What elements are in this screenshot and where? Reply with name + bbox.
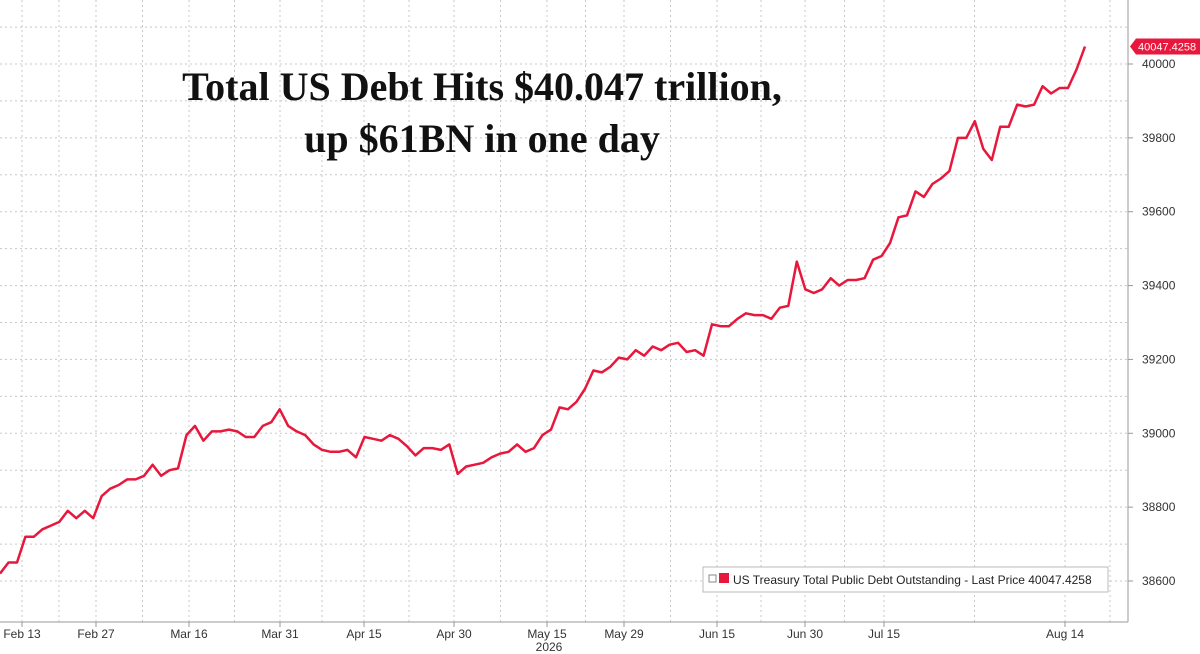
last-price-tag [1130, 38, 1200, 55]
x-tick-label: May 29 [604, 627, 644, 641]
x-tick-label: Jun 30 [787, 627, 823, 641]
y-tick-label: 38600 [1142, 574, 1176, 588]
x-tick-label: Jul 15 [868, 627, 900, 641]
title-line-2: up $61BN in one day [304, 116, 660, 161]
series-line [0, 46, 1087, 575]
last-price-label: 40047.4258 [1138, 41, 1196, 53]
series-layer [0, 46, 1087, 575]
axes [0, 0, 1129, 623]
legend-box [702, 566, 1109, 593]
y-tick-label: 39000 [1142, 426, 1176, 440]
legend-toggle-icon[interactable] [708, 574, 717, 583]
y-tick-label: 38800 [1142, 500, 1176, 514]
y-tick-label: 39800 [1142, 131, 1176, 145]
y-tick-label: 39200 [1142, 352, 1176, 366]
y-tick-label: 39600 [1142, 205, 1176, 219]
x-tick-label: Apr 15 [346, 627, 382, 641]
x-tick-label: Apr 30 [436, 627, 472, 641]
last-price-marker: 40047.4258 [1130, 38, 1200, 55]
x-tick-label: Jun 15 [699, 627, 735, 641]
x-tick-label: May 15 [527, 627, 567, 641]
x-axis-ticks: Feb 13 Feb 27 Mar 16 Mar 31 Apr 15 Apr 30 May … [3, 622, 1084, 641]
legend-swatch [719, 573, 729, 583]
x-tick-label: Feb 27 [77, 627, 115, 641]
y-axis-ticks: 38600 38800 39000 39200 39400 39600 39800 40000 [1128, 57, 1176, 588]
title-line-1: Total US Debt Hits $40.047 trillion, [182, 64, 782, 109]
x-tick-label: Aug 14 [1046, 627, 1084, 641]
plot-background [0, 0, 1128, 622]
legend: US Treasury Total Public Debt Outstandin… [702, 566, 1109, 593]
x-tick-label: Mar 31 [261, 627, 299, 641]
chart-title: Total US Debt Hits $40.047 trillion, up … [182, 64, 782, 161]
legend-label: US Treasury Total Public Debt Outstandin… [733, 573, 1092, 587]
x-tick-label: Mar 16 [170, 627, 208, 641]
year-label: 2026 [536, 640, 563, 654]
grid-lines [0, 0, 1128, 622]
y-tick-label: 39400 [1142, 279, 1176, 293]
y-tick-label: 40000 [1142, 57, 1176, 71]
x-tick-label: Feb 13 [3, 627, 41, 641]
